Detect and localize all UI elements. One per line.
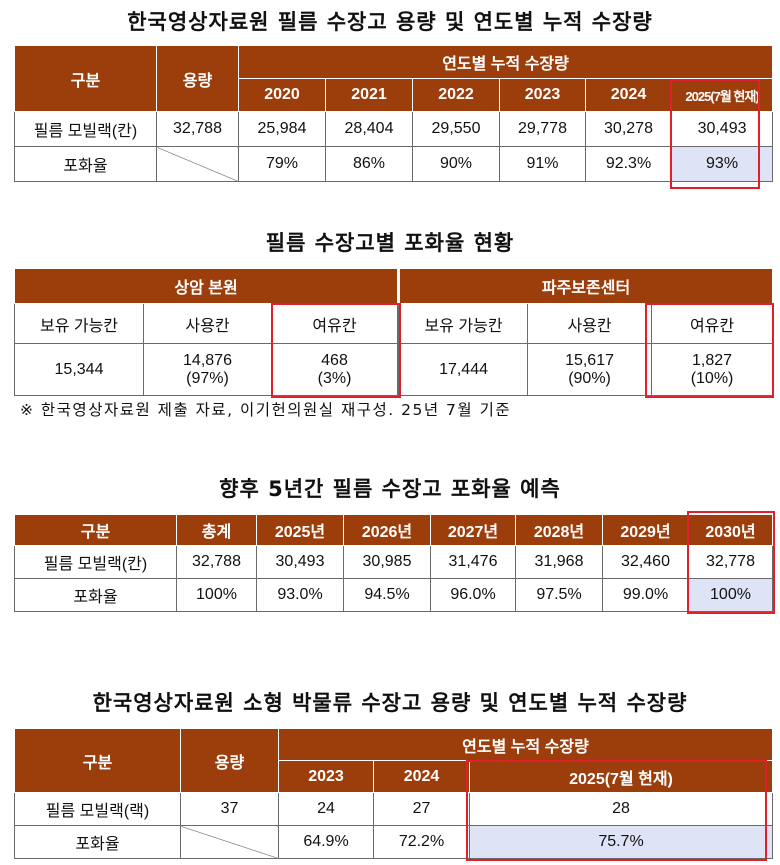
value-cell: 1,827 (10%) xyxy=(651,343,774,396)
row-label: 포화율 xyxy=(14,578,177,612)
year-header: 2020 xyxy=(238,78,326,112)
value-cell: 15,617 (90%) xyxy=(527,343,653,396)
value-cell: 99.0% xyxy=(602,578,689,612)
table1-film-storage: 구분 용량 연도별 누적 수장량 2020 2021 2022 2023 202… xyxy=(14,45,774,182)
group-header-paju: 파주보존센터 xyxy=(397,268,774,304)
col-header-cumulative: 연도별 누적 수장량 xyxy=(237,45,774,79)
value-cell: 96.0% xyxy=(430,578,516,612)
value-cell: 86% xyxy=(325,146,413,182)
value-cell: 30,493 xyxy=(256,545,344,579)
table-row: 필름 모빌랙(칸) 32,788 30,493 30,985 31,476 31… xyxy=(14,545,773,579)
capacity-cell: 32,788 xyxy=(156,111,239,147)
capacity-cell: 37 xyxy=(180,792,279,826)
col-header: 보유 가능칸 xyxy=(14,303,144,344)
year-header: 2023 xyxy=(499,78,586,112)
value-cell: 93.0% xyxy=(256,578,344,612)
highlighted-value-cell: 93% xyxy=(670,146,774,182)
row-label: 필름 모빌랙(칸) xyxy=(14,545,177,579)
value-cell: 27 xyxy=(373,792,470,826)
value-cell: 90% xyxy=(412,146,500,182)
highlighted-value-cell: 100% xyxy=(688,578,773,612)
col-header: 2030년 xyxy=(688,514,773,546)
col-header: 2025년 xyxy=(256,514,344,546)
value-cell: 15,344 xyxy=(14,343,144,396)
table1-title: 한국영상자료원 필름 수장고 용량 및 연도별 누적 수장량 xyxy=(127,10,653,34)
col-header-category: 구분 xyxy=(14,45,157,112)
value-cell: 100% xyxy=(176,578,257,612)
diagonal-empty-cell xyxy=(180,825,279,859)
row-label: 포화율 xyxy=(14,825,181,859)
table2-title: 필름 수장고별 포화율 현황 xyxy=(265,231,515,255)
table2-storage-saturation: 상암 본원 파주보존센터 보유 가능칸 사용칸 여유칸 보유 가능칸 사용칸 여… xyxy=(13,268,774,396)
value-cell: 32,460 xyxy=(602,545,689,579)
value-cell: 79% xyxy=(238,146,326,182)
value-cell: 64.9% xyxy=(278,825,374,859)
value-cell: 72.2% xyxy=(373,825,470,859)
col-header: 사용칸 xyxy=(143,303,272,344)
row-label: 필름 모빌랙(칸) xyxy=(14,111,157,147)
value-cell: 97.5% xyxy=(515,578,603,612)
value-cell: 91% xyxy=(499,146,586,182)
col-header: 2029년 xyxy=(602,514,689,546)
value-cell: 17,444 xyxy=(397,343,529,396)
source-note: ※ 한국영상자료원 제출 자료, 이기헌의원실 재구성. 25년 7월 기준 xyxy=(20,401,512,419)
value-cell: 32,778 xyxy=(688,545,773,579)
col-header: 총계 xyxy=(176,514,257,546)
value-cell: 24 xyxy=(278,792,374,826)
col-header: 구분 xyxy=(14,514,177,546)
table4-small-artifacts: 구분 용량 연도별 누적 수장량 2023 2024 2025(7월 현재) 필… xyxy=(14,728,774,859)
year-header: 2025(7월 현재) xyxy=(670,78,774,112)
value-cell: 31,968 xyxy=(515,545,603,579)
value-cell: 30,493 xyxy=(670,111,774,147)
value-cell: 14,876 (97%) xyxy=(143,343,272,396)
table-row: 15,344 14,876 (97%) 468 (3%) 17,444 15,6… xyxy=(14,343,774,396)
value-cell: 29,778 xyxy=(499,111,586,147)
row-label: 필름 모빌랙(랙) xyxy=(14,792,181,826)
diagonal-empty-cell xyxy=(156,146,239,182)
group-header-sangam: 상암 본원 xyxy=(13,268,400,304)
row-label: 포화율 xyxy=(14,146,157,182)
value-cell: 94.5% xyxy=(343,578,431,612)
col-header-capacity: 용량 xyxy=(180,728,279,793)
value-cell: 28,404 xyxy=(325,111,413,147)
highlighted-value-cell: 75.7% xyxy=(468,825,774,859)
col-header: 여유칸 xyxy=(651,303,774,344)
table-row: 포화율 64.9% 72.2% 75.7% xyxy=(14,825,774,859)
value-cell: 92.3% xyxy=(585,146,672,182)
table3-forecast: 구분 총계 2025년 2026년 2027년 2028년 2029년 2030… xyxy=(14,514,773,612)
col-header: 2026년 xyxy=(343,514,431,546)
year-header: 2024 xyxy=(373,760,470,793)
table-row: 포화율 79% 86% 90% 91% 92.3% 93% xyxy=(14,146,774,182)
col-header: 사용칸 xyxy=(527,303,653,344)
year-header: 2021 xyxy=(325,78,413,112)
value-cell: 30,985 xyxy=(343,545,431,579)
table3-title: 향후 5년간 필름 수장고 포화율 예측 xyxy=(219,477,561,501)
year-header: 2024 xyxy=(585,78,672,112)
value-cell: 29,550 xyxy=(412,111,500,147)
value-cell: 30,278 xyxy=(585,111,672,147)
year-header: 2023 xyxy=(278,760,374,793)
col-header-category: 구분 xyxy=(14,728,181,793)
table-row: 포화율 100% 93.0% 94.5% 96.0% 97.5% 99.0% 1… xyxy=(14,578,773,612)
value-cell: 468 (3%) xyxy=(270,343,400,396)
col-header: 2027년 xyxy=(430,514,516,546)
table-row: 필름 모빌랙(칸) 32,788 25,984 28,404 29,550 29… xyxy=(14,111,774,147)
col-header: 여유칸 xyxy=(270,303,400,344)
year-header: 2022 xyxy=(412,78,500,112)
value-cell: 25,984 xyxy=(238,111,326,147)
year-header: 2025(7월 현재) xyxy=(468,760,774,793)
col-header: 보유 가능칸 xyxy=(397,303,529,344)
value-cell: 32,788 xyxy=(176,545,257,579)
col-header: 2028년 xyxy=(515,514,603,546)
col-header-capacity: 용량 xyxy=(156,45,239,112)
table4-title: 한국영상자료원 소형 박물류 수장고 용량 및 연도별 누적 수장량 xyxy=(92,691,688,715)
value-cell: 28 xyxy=(468,792,774,826)
value-cell: 31,476 xyxy=(430,545,516,579)
table-row: 필름 모빌랙(랙) 37 24 27 28 xyxy=(14,792,774,826)
col-header-cumulative: 연도별 누적 수장량 xyxy=(277,728,774,761)
